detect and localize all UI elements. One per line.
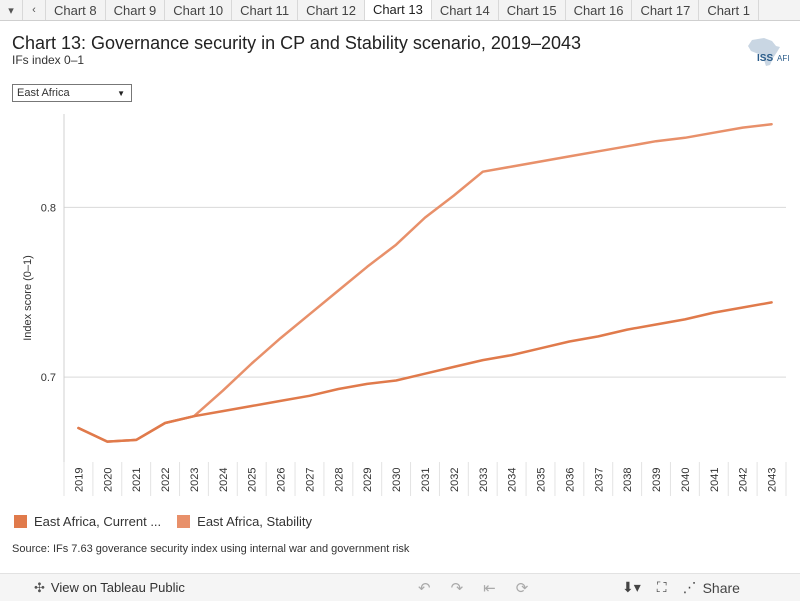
download-icon[interactable]: ⬇▾ <box>622 579 641 595</box>
x-tick-label: 2026 <box>276 468 288 492</box>
tab-chart-9[interactable]: Chart 9 <box>105 0 166 20</box>
refresh-icon[interactable]: ⟳ <box>515 579 529 597</box>
legend-label: East Africa, Stability <box>197 514 313 529</box>
dropdown-arrow-icon[interactable]: ▾ <box>0 0 23 20</box>
legend-item-stability[interactable]: East Africa, Stability <box>177 514 312 529</box>
tab-chart-17[interactable]: Chart 17 <box>632 0 700 20</box>
undo-icon[interactable]: ↶ <box>418 579 431 597</box>
x-tick-label: 2024 <box>218 468 230 492</box>
x-tick-label: 2019 <box>73 468 85 492</box>
source-note: Source: IFs 7.63 goverance security inde… <box>12 543 410 555</box>
y-tick-label: 0.7 <box>41 372 56 384</box>
tab-chart-16[interactable]: Chart 16 <box>565 0 633 20</box>
y-axis-label: Index score (0–1) <box>22 255 34 341</box>
share-label: Share <box>702 579 740 596</box>
africa-map-icon <box>748 38 780 66</box>
tableau-icon: ✣ <box>34 579 45 595</box>
x-tick-label: 2034 <box>507 468 519 492</box>
x-tick-label: 2029 <box>362 468 374 492</box>
history-tools: ↶ ↷ ⇤ ⟳ <box>418 574 528 601</box>
fullscreen-icon[interactable]: ⛶ <box>656 579 667 595</box>
region-filter-value: East Africa <box>17 87 70 99</box>
line-chart: 0.7 0.8 2019 2020 2021 2022 2023 2024 2025 2026 20… <box>22 114 787 496</box>
x-tick-label: 2039 <box>651 468 663 492</box>
tableau-toolbar: ✣ View on Tableau Public ↶ ↷ ⇤ ⟳ ⬇▾ ⛶ ⋰ … <box>0 573 800 601</box>
x-tick-label: 2036 <box>564 468 576 492</box>
legend-swatch <box>14 515 27 528</box>
x-tick-label: 2037 <box>593 468 605 492</box>
tab-bar: ▾ ‹ Chart 8 Chart 9 Chart 10 Chart 11 Ch… <box>0 0 800 21</box>
logo-text: ISS <box>757 53 774 64</box>
x-tick-label: 2031 <box>420 468 432 492</box>
revert-icon[interactable]: ⇤ <box>483 579 496 597</box>
legend-swatch <box>177 515 191 528</box>
x-tick-label: 2028 <box>333 468 345 492</box>
x-tick-label: 2032 <box>449 468 461 492</box>
tab-chart-15[interactable]: Chart 15 <box>498 0 566 20</box>
page-title: Chart 13: Governance security in CP and … <box>12 33 582 53</box>
tab-chart-8[interactable]: Chart 8 <box>46 0 106 20</box>
tab-chart-11[interactable]: Chart 11 <box>232 0 299 20</box>
redo-icon[interactable]: ↷ <box>450 579 464 597</box>
legend-item-current-path[interactable]: East Africa, Current ... <box>14 514 161 529</box>
x-tick-label: 2023 <box>189 468 201 492</box>
view-label: View on Tableau Public <box>50 580 185 595</box>
x-tick-label: 2038 <box>622 468 634 492</box>
share-button[interactable]: ⋰ Share <box>683 579 740 596</box>
logo-suffix: AFI <box>777 54 790 63</box>
tab-prev-icon[interactable]: ‹ <box>23 0 46 20</box>
chevron-down-icon: ▼ <box>117 89 125 98</box>
tab-chart-1-truncated[interactable]: Chart 1 <box>699 0 759 20</box>
tab-chart-13[interactable]: Chart 13 <box>364 0 432 20</box>
x-tick-label: 2020 <box>102 468 114 492</box>
x-tick-label: 2033 <box>478 468 490 492</box>
x-tick-label: 2021 <box>131 468 143 492</box>
x-tick-label: 2041 <box>709 468 721 492</box>
x-tick-label: 2022 <box>160 468 172 492</box>
page-subtitle: IFs index 0–1 <box>12 53 85 67</box>
x-tick-label: 2043 <box>767 468 779 492</box>
x-tick-label: 2042 <box>738 468 750 492</box>
tab-chart-12[interactable]: Chart 12 <box>298 0 365 20</box>
iss-africa-logo: ISS AFI <box>742 36 792 68</box>
share-icon: ⋰ <box>682 579 697 595</box>
x-tick-label: 2025 <box>247 468 259 492</box>
tab-chart-14[interactable]: Chart 14 <box>431 0 499 20</box>
series-line-current-path <box>77 301 773 443</box>
chart-legend: East Africa, Current ... East Africa, St… <box>14 514 312 529</box>
region-filter-dropdown[interactable]: East Africa ▼ <box>12 84 132 102</box>
view-on-tableau-link[interactable]: ✣ View on Tableau Public <box>34 580 185 596</box>
x-tick-label: 2035 <box>536 468 548 492</box>
series-line-stability <box>77 122 773 443</box>
x-tick-label: 2040 <box>680 468 692 492</box>
output-tools: ⬇▾ ⛶ ⋰ Share <box>622 574 740 601</box>
y-tick-label: 0.8 <box>41 202 56 214</box>
legend-label: East Africa, Current ... <box>34 514 162 529</box>
x-tick-label: 2030 <box>391 468 403 492</box>
x-tick-label: 2027 <box>304 468 316 492</box>
tab-chart-10[interactable]: Chart 10 <box>165 0 233 20</box>
